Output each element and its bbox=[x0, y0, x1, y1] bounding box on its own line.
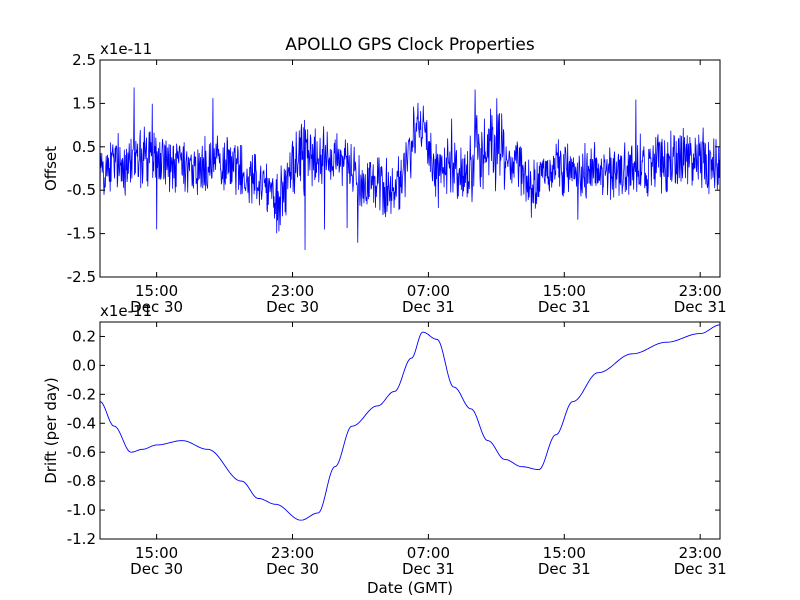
x-tick-date-label: Dec 30 bbox=[130, 560, 183, 578]
y-tick-label: 0.0 bbox=[72, 356, 96, 374]
x-tick-time-label: 23:00 bbox=[271, 544, 314, 562]
x-tick-date-label: Dec 30 bbox=[266, 560, 319, 578]
y-tick-label: -0.2 bbox=[67, 385, 96, 403]
y-tick-label: 2.5 bbox=[72, 51, 96, 69]
series-line bbox=[100, 325, 720, 520]
y-tick-label: -2.5 bbox=[67, 268, 96, 286]
offset-series bbox=[100, 87, 720, 250]
drift-panel: x1e-11 Drift (per day) 0.2 0.0 -0.2 -0.4 -0.… bbox=[42, 302, 727, 597]
drift-x-axis-label: Date (GMT) bbox=[367, 579, 453, 597]
offset-y-axis-label: Offset bbox=[42, 146, 60, 191]
y-tick-label: -1.2 bbox=[67, 530, 96, 548]
x-tick-time-label: 15:00 bbox=[135, 282, 178, 300]
y-tick-label: -0.4 bbox=[67, 414, 96, 432]
y-tick-label: 0.5 bbox=[72, 138, 96, 156]
x-tick-date-label: Dec 31 bbox=[538, 298, 591, 316]
drift-y-axis-label: Drift (per day) bbox=[42, 377, 60, 484]
x-tick-time-label: 15:00 bbox=[543, 282, 586, 300]
offset-panel: APOLLO GPS Clock Properties x1e-11 Offse… bbox=[42, 35, 727, 316]
drift-plot-frame bbox=[99, 321, 721, 540]
drift-y-multiplier: x1e-11 bbox=[100, 302, 152, 320]
chart-title: APOLLO GPS Clock Properties bbox=[285, 35, 535, 55]
x-tick-time-label: 15:00 bbox=[543, 544, 586, 562]
y-tick-label: -0.8 bbox=[67, 472, 96, 490]
offset-y-ticks: 2.5 1.5 0.5 -0.5 -1.5 -2.5 bbox=[67, 51, 720, 286]
series-line bbox=[100, 87, 720, 250]
x-tick-date-label: Dec 31 bbox=[402, 298, 455, 316]
x-tick-time-label: 07:00 bbox=[407, 544, 450, 562]
x-tick-date-label: Dec 30 bbox=[266, 298, 319, 316]
offset-y-multiplier: x1e-11 bbox=[100, 40, 152, 58]
y-tick-label: 1.5 bbox=[72, 94, 96, 112]
x-tick-time-label: 23:00 bbox=[679, 544, 722, 562]
x-tick-time-label: 15:00 bbox=[135, 544, 178, 562]
y-tick-label: 0.2 bbox=[72, 327, 96, 345]
x-tick-date-label: Dec 31 bbox=[402, 560, 455, 578]
x-tick-time-label: 23:00 bbox=[679, 282, 722, 300]
offset-plot-frame bbox=[99, 59, 721, 278]
x-tick-time-label: 07:00 bbox=[407, 282, 450, 300]
x-tick-date-label: Dec 30 bbox=[130, 298, 183, 316]
drift-y-ticks: 0.2 0.0 -0.2 -0.4 -0.6 -0.8 -1.0 -1.2 bbox=[67, 327, 720, 548]
x-tick-date-label: Dec 31 bbox=[674, 560, 727, 578]
y-tick-label: -1.5 bbox=[67, 225, 96, 243]
x-tick-date-label: Dec 31 bbox=[674, 298, 727, 316]
y-tick-label: -1.0 bbox=[67, 501, 96, 519]
x-tick-date-label: Dec 31 bbox=[538, 560, 591, 578]
y-tick-label: -0.6 bbox=[67, 443, 96, 461]
x-tick-time-label: 23:00 bbox=[271, 282, 314, 300]
drift-series bbox=[100, 325, 720, 520]
y-tick-label: -0.5 bbox=[67, 181, 96, 199]
